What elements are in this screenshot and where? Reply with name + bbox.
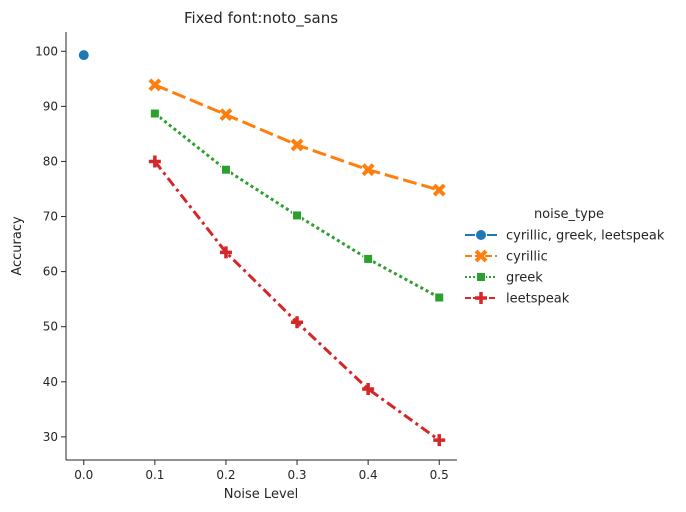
y-tick-label: 70 [43,210,58,224]
data-point [433,434,446,447]
data-point [148,78,162,92]
legend-entry: cyrillic [465,250,548,265]
data-point [77,49,90,62]
series-line [153,160,441,442]
legend-label: leetspeak [506,292,570,307]
legend-marker [474,249,488,263]
data-point [432,183,446,197]
series-line [153,112,440,299]
legend-entry: leetspeak [465,292,570,307]
data-point [149,108,160,119]
legend-label: cyrillic [506,250,548,265]
legend-entry: cyrillic, greek, leetspeak [465,229,665,244]
y-tick-label: 30 [43,430,58,444]
data-point [290,138,304,152]
data-point [220,164,231,175]
chart-title: Fixed font:noto_sans [184,9,338,28]
legend-entry: greek [465,271,543,286]
series-1 [148,78,446,197]
x-ticks: 0.0 0.1 0.2 0.3 0.4 0.5 [74,460,449,482]
x-tick-label: 0.5 [430,468,449,482]
legend-marker [476,272,486,282]
x-axis-title: Noise Level [224,487,299,502]
y-tick-label: 80 [43,154,58,168]
legend-title: noise_type [534,207,604,222]
legend-marker [475,229,487,241]
y-tick-label: 90 [43,99,58,113]
data-point [434,292,445,303]
y-tick-label: 60 [43,265,58,279]
data-point [362,382,375,395]
series-3 [148,155,446,447]
data-point [361,163,375,177]
legend-marker [475,292,487,304]
data-point [219,108,233,122]
y-tick-label: 50 [43,320,58,334]
x-tick-label: 0.0 [74,468,93,482]
y-tick-label: 40 [43,375,58,389]
y-axis-title: Accuracy [10,216,25,276]
y-tick-label: 100 [35,44,58,58]
series-0 [77,49,90,62]
legend-label: greek [506,271,543,286]
x-tick-label: 0.1 [145,468,164,482]
x-tick-label: 0.3 [287,468,306,482]
data-point [291,316,304,329]
legend-label: cyrillic, greek, leetspeak [506,229,665,244]
plot-series [77,49,446,447]
legend: noise_type cyrillic, greek, leetspeakcyr… [465,207,665,307]
x-tick-label: 0.4 [359,468,378,482]
x-tick-label: 0.2 [216,468,235,482]
data-point [148,155,161,168]
legend-entries: cyrillic, greek, leetspeak cyrillic greek l… [465,229,665,307]
y-ticks: 30 40 50 60 70 80 90 100 [35,44,66,444]
series-2 [149,108,445,303]
data-point [219,246,232,259]
series-line [154,83,440,192]
data-point [292,210,303,221]
data-point [363,253,374,264]
